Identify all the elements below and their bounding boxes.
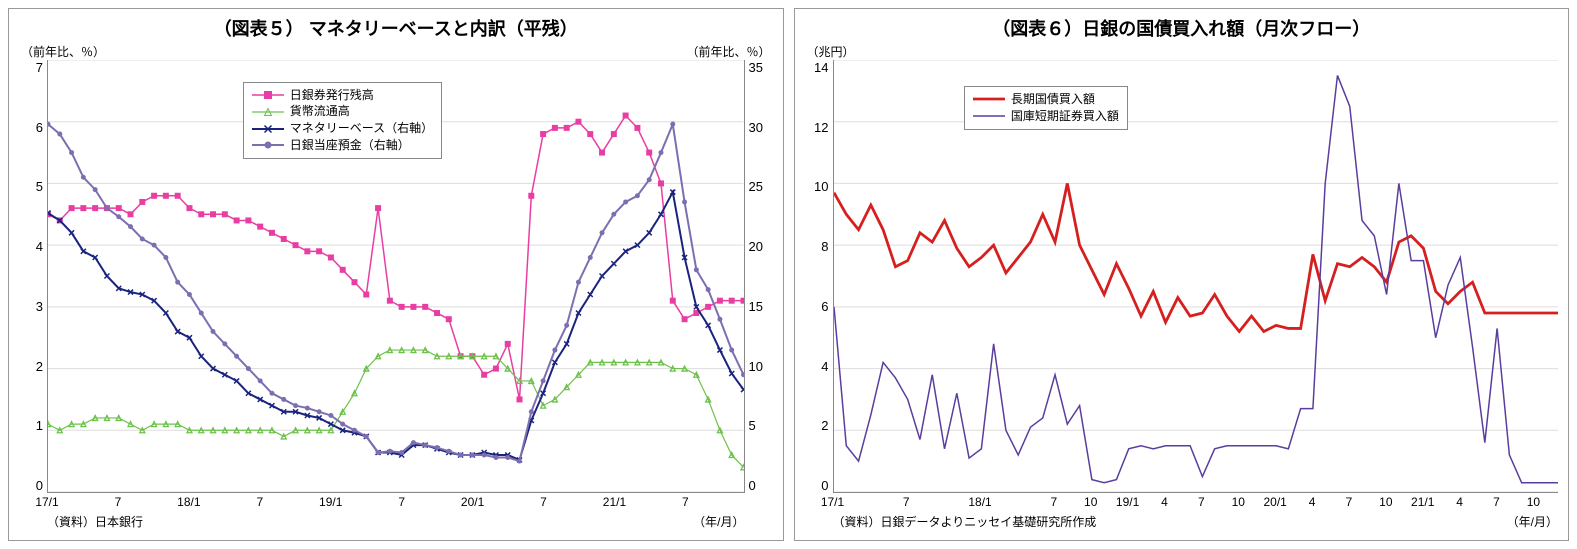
chart6-source: （資料）日銀データよりニッセイ基礎研究所作成 [833,513,1097,530]
legend-label: 貨幣流通高 [290,103,350,120]
chart5-plot-area: 日銀券発行残高貨幣流通高マネタリーベース（右軸）日銀当座預金（右軸） [47,60,745,493]
chart6-panel: （図表６）日銀の国債買入れ額（月次フロー） （兆円） 14121086420 長… [794,8,1570,541]
chart5-yright-ticks: 35302520151050 [745,60,773,493]
chart6-yleft-label: （兆円） [807,43,855,60]
chart5-yright-label: （前年比、％） [686,43,770,60]
chart5-title: （図表５） マネタリーベースと内訳（平残） [19,15,773,41]
chart6-yleft-ticks: 14121086420 [805,60,833,493]
chart6-legend: 長期国債買入額国庫短期証券買入額 [964,86,1128,130]
chart6-x-ticks: 17/1718/171019/1471020/1471021/14710 [833,495,1559,511]
chart5-panel: （図表５） マネタリーベースと内訳（平残） （前年比、％） （前年比、％） 76… [8,8,784,541]
chart6-title: （図表６）日銀の国債買入れ額（月次フロー） [805,15,1559,41]
legend-label: マネタリーベース（右軸） [290,120,433,137]
chart5-yleft-ticks: 76543210 [19,60,47,493]
chart6-x-label: （年/月） [1507,513,1558,530]
legend-label: 長期国債買入額 [1011,91,1095,108]
chart6-plot-area: 長期国債買入額国庫短期証券買入額 [833,60,1559,493]
chart5-legend: 日銀券発行残高貨幣流通高マネタリーベース（右軸）日銀当座預金（右軸） [243,82,442,159]
chart5-x-ticks: 17/1718/1719/1720/1721/17 [47,495,745,511]
legend-label: 日銀当座預金（右軸） [290,137,410,154]
chart5-yleft-label: （前年比、％） [21,43,105,60]
legend-label: 国庫短期証券買入額 [1011,108,1119,125]
chart5-source: （資料）日本銀行 [47,513,143,530]
chart5-x-label: （年/月） [693,513,744,530]
legend-label: 日銀券発行残高 [290,87,374,104]
